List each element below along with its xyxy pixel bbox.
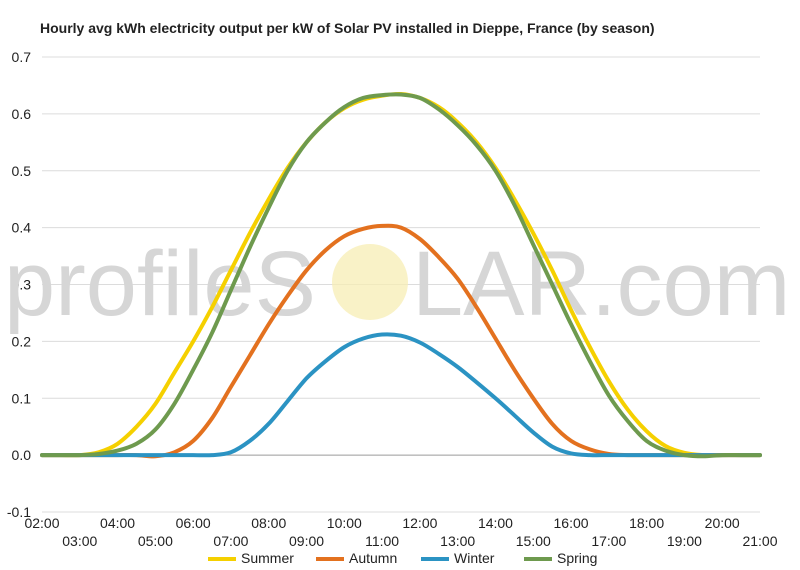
y-tick-label: 0.4: [12, 220, 32, 236]
watermark-right: LAR.com: [412, 233, 790, 335]
x-tick-label: 15:00: [516, 533, 551, 549]
x-tick-label: 03:00: [62, 533, 97, 549]
watermark-left: profileS: [4, 233, 316, 335]
watermark-sun-icon: [332, 244, 408, 320]
x-tick-label: 05:00: [138, 533, 173, 549]
x-tick-label: 18:00: [629, 515, 664, 531]
x-tick-label: 10:00: [327, 515, 362, 531]
x-tick-label: 11:00: [365, 533, 399, 549]
x-tick-label: 16:00: [554, 515, 589, 531]
y-tick-label: 0.6: [12, 106, 32, 122]
y-tick-label: 0.2: [12, 333, 32, 349]
x-tick-label: 12:00: [402, 515, 437, 531]
y-tick-label: 0.3: [12, 277, 32, 293]
y-tick-label: 0.0: [12, 447, 32, 463]
x-tick-label: 07:00: [213, 533, 248, 549]
y-tick-label: 0.1: [12, 390, 32, 406]
legend-label-winter: Winter: [454, 550, 495, 566]
x-tick-label: 20:00: [705, 515, 740, 531]
watermark: profileS LAR.com: [4, 233, 790, 335]
chart-title: Hourly avg kWh electricity output per kW…: [40, 20, 655, 36]
x-tick-label: 04:00: [100, 515, 135, 531]
x-tick-label: 17:00: [591, 533, 626, 549]
series-lines: [40, 91, 762, 459]
y-axis-ticks: -0.1 0.0 0.1 0.2 0.3 0.4 0.5 0.6 0.7: [7, 49, 31, 520]
x-tick-label: 08:00: [251, 515, 286, 531]
legend-label-autumn: Autumn: [349, 550, 397, 566]
y-tick-label: -0.1: [7, 504, 31, 520]
legend-label-spring: Spring: [557, 550, 597, 566]
x-tick-label: 02:00: [24, 515, 59, 531]
series-line-spring: [40, 92, 762, 459]
x-tick-label: 09:00: [289, 533, 324, 549]
x-tick-label: 06:00: [176, 515, 211, 531]
legend-label-summer: Summer: [241, 550, 294, 566]
y-tick-label: 0.5: [12, 163, 32, 179]
x-axis-ticks: 02:0003:0004:0005:0006:0007:0008:0009:00…: [24, 515, 777, 549]
y-tick-label: 0.7: [12, 49, 32, 65]
legend: Summer Autumn Winter Spring: [208, 550, 597, 566]
x-tick-label: 13:00: [440, 533, 475, 549]
x-tick-label: 19:00: [667, 533, 702, 549]
x-tick-label: 21:00: [742, 533, 777, 549]
x-tick-label: 14:00: [478, 515, 513, 531]
series-line-winter: [40, 332, 762, 458]
